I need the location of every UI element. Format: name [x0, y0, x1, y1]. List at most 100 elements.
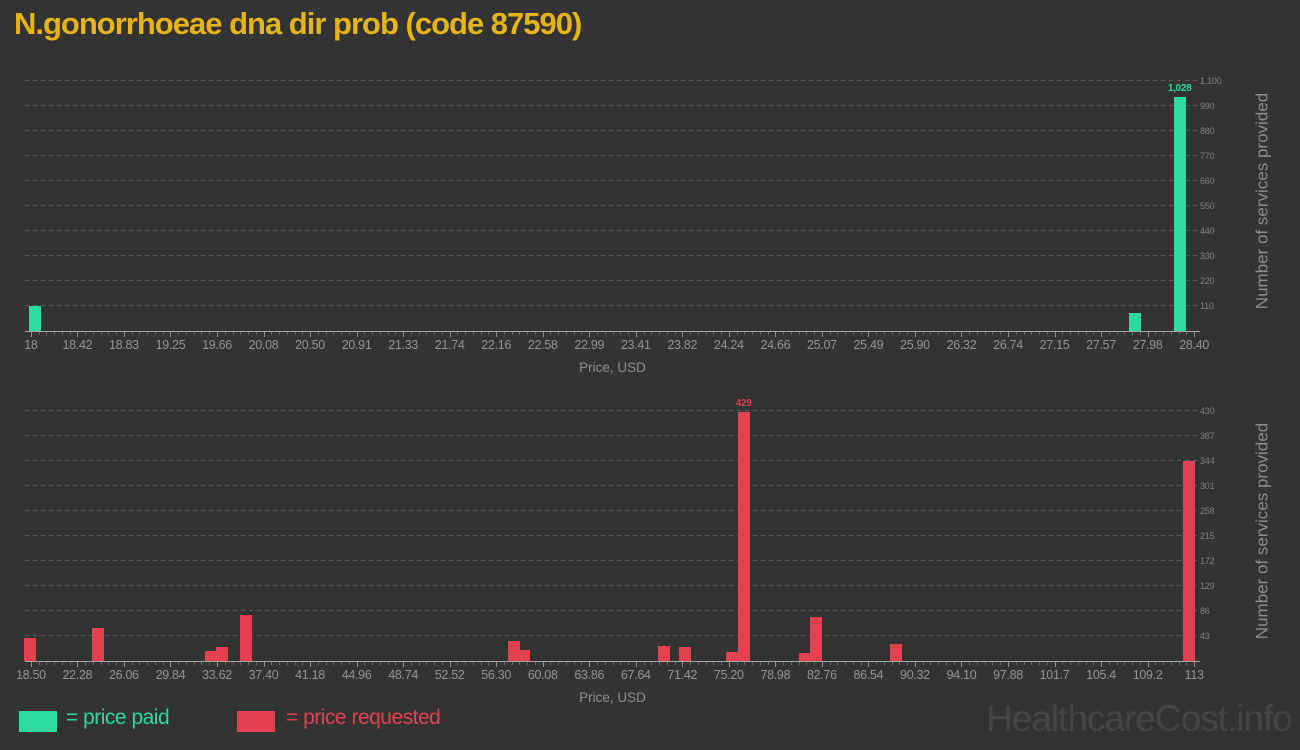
- minor-tick: [61, 332, 63, 335]
- minor-tick: [131, 662, 133, 665]
- chart-title: N.gonorrhoeae dna dir prob (code 87590): [14, 6, 582, 41]
- legend-swatch-price-paid: [19, 711, 57, 732]
- minor-tick: [1015, 662, 1017, 665]
- minor-tick: [651, 332, 653, 335]
- minor-tick: [806, 332, 808, 335]
- y-axis-title: Number of services provided: [1252, 92, 1271, 309]
- major-tick: [961, 332, 963, 337]
- x-tick-label: 33.62: [202, 668, 232, 682]
- minor-tick: [1116, 662, 1118, 665]
- minor-tick: [752, 662, 754, 665]
- y-tick-label: 387: [1200, 431, 1215, 441]
- minor-tick: [1170, 332, 1172, 335]
- x-tick-label: 78.98: [760, 668, 791, 682]
- gridline: [25, 435, 1200, 436]
- x-tick-label: 26.74: [993, 338, 1023, 352]
- minor-tick: [488, 332, 490, 335]
- minor-tick: [659, 662, 661, 665]
- major-tick: [449, 662, 451, 667]
- minor-tick: [752, 332, 754, 335]
- y-axis-title: Number of services provided: [1252, 422, 1271, 639]
- minor-tick: [1077, 662, 1079, 665]
- minor-tick: [286, 332, 288, 335]
- minor-tick: [364, 662, 366, 665]
- minor-tick: [410, 332, 412, 335]
- minor-tick: [852, 662, 854, 665]
- y-tick-label: 301: [1200, 481, 1215, 491]
- minor-tick: [92, 332, 94, 335]
- minor-tick: [1046, 662, 1048, 665]
- minor-tick: [69, 662, 71, 665]
- minor-tick: [651, 662, 653, 665]
- minor-tick: [434, 662, 436, 665]
- x-axis-title: Price, USD: [579, 690, 646, 705]
- major-tick: [449, 332, 451, 337]
- y-tick-label: 430: [1200, 406, 1215, 416]
- x-tick-label: 82.76: [806, 668, 837, 682]
- minor-tick: [705, 662, 707, 665]
- minor-tick: [1186, 332, 1188, 335]
- minor-tick: [193, 332, 195, 335]
- minor-tick: [511, 662, 513, 665]
- minor-tick: [1023, 662, 1025, 665]
- bar: [725, 652, 738, 661]
- major-tick: [1101, 662, 1103, 667]
- minor-tick: [209, 332, 211, 335]
- x-tick-labels: 18.50 22.28 26.06 29.84 33.62 37.40 41.18 44.96…: [16, 668, 1204, 684]
- minor-tick: [736, 662, 738, 665]
- gridline: [25, 560, 1200, 561]
- minor-tick: [1178, 332, 1180, 335]
- gridline: [25, 180, 1200, 181]
- minor-tick: [302, 662, 304, 665]
- bar: [679, 647, 692, 661]
- minor-tick: [255, 662, 257, 665]
- minor-tick: [721, 662, 723, 665]
- minor-tick: [945, 662, 947, 665]
- x-tick-label: 52.52: [434, 668, 465, 682]
- minor-tick: [139, 662, 141, 665]
- minor-tick: [38, 662, 40, 665]
- x-tick-label: 22.99: [574, 338, 605, 352]
- major-tick: [1101, 332, 1103, 337]
- major-tick: [403, 332, 405, 337]
- minor-tick: [713, 332, 715, 335]
- minor-tick: [286, 662, 288, 665]
- minor-tick: [54, 332, 56, 335]
- minor-tick: [209, 662, 211, 665]
- minor-tick: [814, 332, 816, 335]
- x-tick-label: 20.08: [248, 338, 279, 352]
- x-tick-label: 22.58: [527, 338, 558, 352]
- minor-tick: [992, 332, 994, 335]
- bar: [518, 650, 531, 661]
- major-tick: [170, 662, 172, 667]
- y-tick-label: 344: [1200, 456, 1215, 466]
- minor-tick: [441, 662, 443, 665]
- major-tick: [1147, 332, 1149, 337]
- gridline: [25, 535, 1200, 536]
- y-tick-label: 330: [1200, 251, 1215, 261]
- bar: [810, 617, 823, 661]
- minor-tick: [976, 662, 978, 665]
- minor-tick: [1015, 332, 1017, 335]
- y-tick-label: 550: [1200, 201, 1215, 211]
- bar: [1173, 97, 1186, 331]
- x-tick-label: 27.57: [1086, 338, 1116, 352]
- x-tick-label: 18.83: [109, 338, 139, 352]
- x-tick-label: 24.24: [713, 338, 744, 352]
- minor-tick: [1031, 332, 1033, 335]
- minor-tick: [798, 332, 800, 335]
- x-tick-label: 26.32: [946, 338, 977, 352]
- major-tick: [635, 662, 637, 667]
- minor-tick: [488, 662, 490, 665]
- minor-tick: [620, 662, 622, 665]
- x-tick-label: 21.74: [434, 338, 465, 352]
- bar: [1128, 313, 1141, 331]
- minor-tick: [410, 662, 412, 665]
- minor-tick: [790, 662, 792, 665]
- bar-value-label: 1,028: [1167, 83, 1192, 94]
- minor-tick: [907, 662, 909, 665]
- minor-tick: [581, 662, 583, 665]
- minor-tick: [1062, 662, 1064, 665]
- minor-tick: [759, 662, 761, 665]
